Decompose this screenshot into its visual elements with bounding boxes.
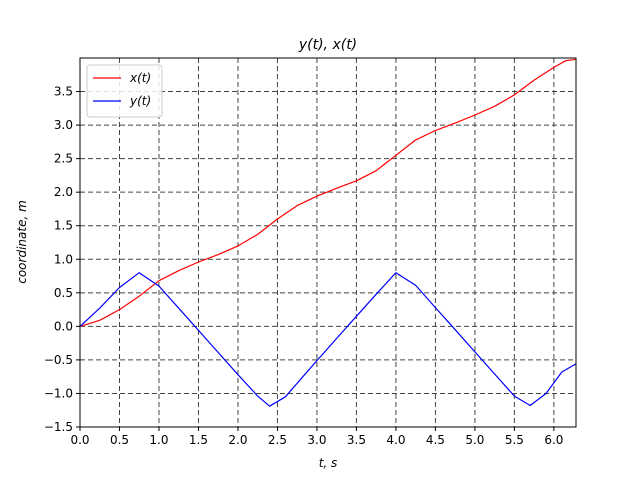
y-tick-label: 0.0 [54, 319, 73, 333]
x-tick-label: 1.0 [149, 433, 168, 447]
legend: x(t) y(t) [86, 64, 163, 118]
x-tick-label: 2.0 [228, 433, 247, 447]
x-tick-label: 5.0 [465, 433, 484, 447]
series-y-line [79, 272, 577, 407]
y-tick-label: −1.0 [44, 386, 73, 400]
x-tick-label: 0.5 [110, 433, 129, 447]
series-lines [79, 58, 577, 407]
x-tick-label: 6.0 [544, 433, 563, 447]
axis-ticks: 0.0 0.5 1.0 1.5 2.0 2.5 3.0 3.5 4.0 4.5 5.0 5.5 6.0 −… [44, 85, 564, 447]
y-tick-label: 1.5 [54, 219, 73, 233]
chart-title: y(t), x(t) [298, 37, 357, 53]
y-tick-label: 2.5 [54, 152, 73, 166]
legend-label-y: y(t) [129, 94, 151, 108]
y-tick-label: −1.5 [44, 420, 73, 434]
y-tick-label: 3.0 [54, 118, 73, 132]
y-tick-label: 2.0 [54, 185, 73, 199]
x-tick-label: 1.5 [189, 433, 208, 447]
y-tick-label: −0.5 [44, 353, 73, 367]
y-tick-label: 3.5 [54, 85, 73, 99]
x-tick-label: 4.0 [386, 433, 405, 447]
y-tick-label: 0.5 [54, 286, 73, 300]
legend-label-x: x(t) [129, 71, 151, 85]
series-x-line [79, 58, 577, 327]
plot-frame [79, 57, 577, 428]
x-tick-label: 4.5 [426, 433, 445, 447]
x-tick-label: 3.0 [307, 433, 326, 447]
x-tick-label: 5.5 [505, 433, 524, 447]
x-axis-label: t, s [319, 456, 338, 470]
y-axis-label: coordinate, m [15, 200, 29, 284]
grid [79, 58, 576, 428]
x-tick-label: 0.0 [70, 433, 89, 447]
x-tick-label: 2.5 [268, 433, 287, 447]
x-tick-label: 3.5 [347, 433, 366, 447]
y-tick-label: 1.0 [54, 252, 73, 266]
